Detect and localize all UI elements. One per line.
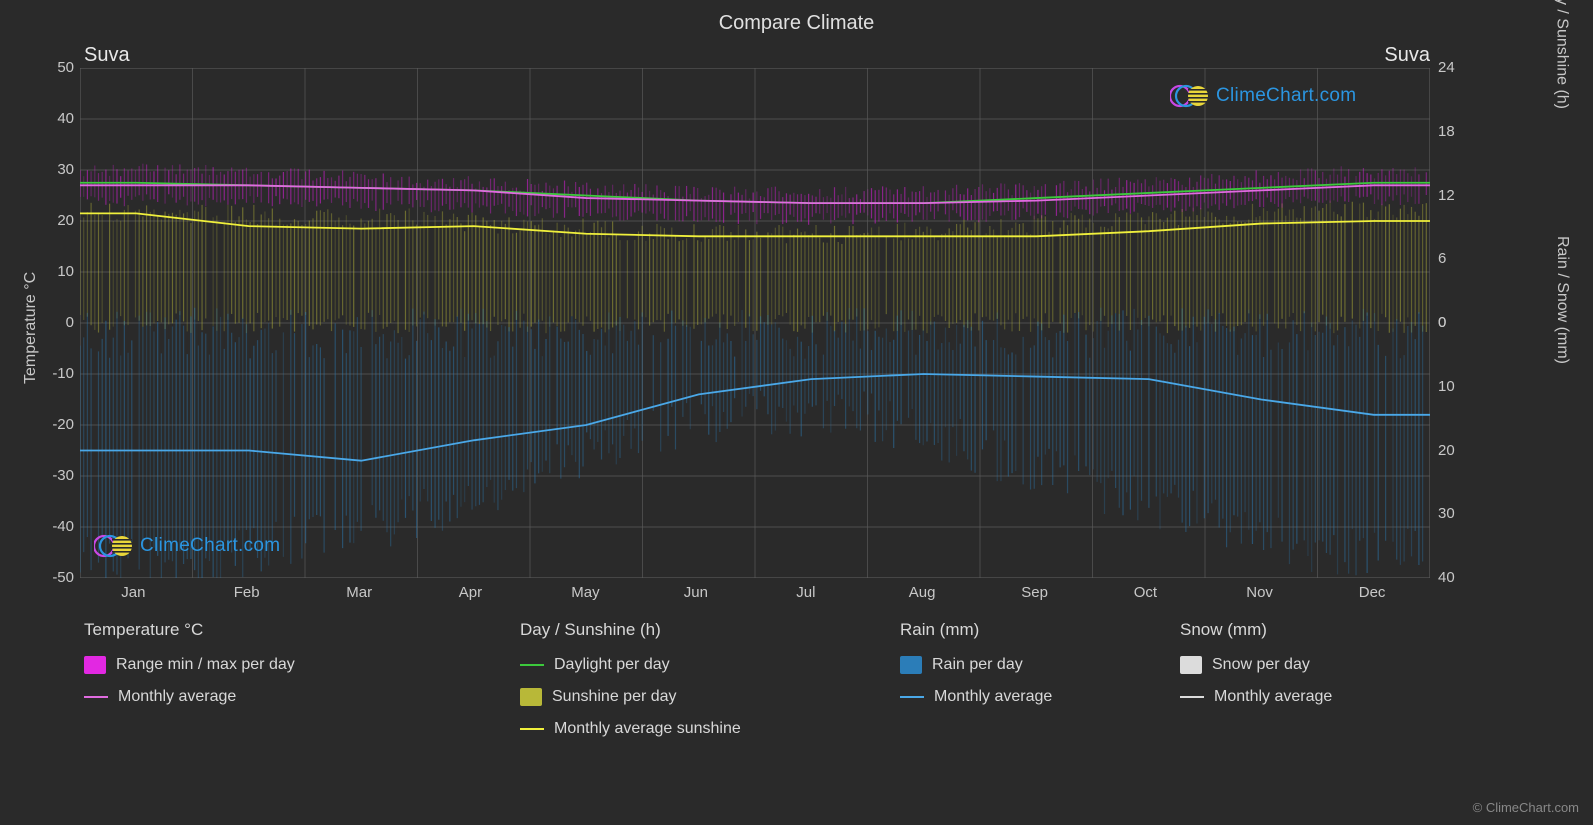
legend-item: Sunshine per day	[520, 688, 741, 706]
y-right-bottom-tick: 0	[1438, 314, 1446, 331]
x-month-tick: Jan	[121, 584, 145, 601]
legend-group: Temperature °C Range min / max per day Mon…	[84, 620, 295, 706]
watermark-bottom: ClimeChart.com	[94, 532, 280, 560]
watermark-text: ClimeChart.com	[1216, 85, 1356, 107]
y-right-top-tick: 12	[1438, 187, 1455, 204]
legend-title: Day / Sunshine (h)	[520, 620, 741, 640]
legend-item: Monthly average	[84, 688, 295, 706]
legend-title: Snow (mm)	[1180, 620, 1332, 640]
logo-icon	[94, 532, 134, 560]
legend-swatch	[84, 696, 108, 698]
legend-item: Monthly average	[1180, 688, 1332, 706]
y-left-tick: -40	[52, 518, 74, 535]
x-month-tick: Oct	[1134, 584, 1157, 601]
x-month-tick: Nov	[1246, 584, 1273, 601]
location-label-right: Suva	[1384, 44, 1430, 67]
plot-svg	[80, 68, 1430, 578]
legend-label: Snow per day	[1212, 656, 1310, 674]
legend-swatch	[900, 696, 924, 698]
x-month-tick: May	[571, 584, 599, 601]
y-left-tick: -20	[52, 416, 74, 433]
legend-swatch	[1180, 656, 1202, 674]
legend-label: Monthly average	[118, 688, 236, 706]
legend-label: Range min / max per day	[116, 656, 295, 674]
legend-item: Monthly average	[900, 688, 1052, 706]
chart-container: Compare Climate Suva Suva Temperature °C…	[0, 0, 1593, 825]
y-right-top-tick: 6	[1438, 250, 1446, 267]
legend-label: Monthly average	[1214, 688, 1332, 706]
plot-area	[80, 68, 1430, 578]
legend-item: Daylight per day	[520, 656, 741, 674]
y-left-tick: 40	[57, 110, 74, 127]
legend-swatch	[520, 688, 542, 706]
y-right-bottom-axis-label: Rain / Snow (mm)	[1553, 236, 1571, 364]
logo-icon	[1170, 82, 1210, 110]
legend-label: Rain per day	[932, 656, 1023, 674]
legend-label: Sunshine per day	[552, 688, 677, 706]
y-right-bottom-tick: 30	[1438, 505, 1455, 522]
y-right-top-tick: 24	[1438, 59, 1455, 76]
x-month-tick: Mar	[346, 584, 372, 601]
x-month-tick: Jun	[684, 584, 708, 601]
y-left-tick: -30	[52, 467, 74, 484]
x-month-tick: Jul	[796, 584, 815, 601]
y-left-tick: 0	[66, 314, 74, 331]
x-month-tick: Dec	[1359, 584, 1386, 601]
legend-title: Temperature °C	[84, 620, 295, 640]
legend-group: Rain (mm) Rain per day Monthly average	[900, 620, 1052, 706]
x-month-tick: Feb	[234, 584, 260, 601]
chart-title: Compare Climate	[0, 0, 1593, 35]
x-month-tick: Sep	[1021, 584, 1048, 601]
y-right-bottom-tick: 40	[1438, 569, 1455, 586]
legend-swatch	[520, 664, 544, 666]
y-left-tick: 30	[57, 161, 74, 178]
watermark-top: ClimeChart.com	[1170, 82, 1356, 110]
legend-label: Monthly average sunshine	[554, 720, 741, 738]
legend-label: Monthly average	[934, 688, 1052, 706]
y-left-tick: 10	[57, 263, 74, 280]
y-right-top-axis-label: Day / Sunshine (h)	[1553, 0, 1571, 109]
legend-swatch	[1180, 696, 1204, 698]
legend-swatch	[84, 656, 106, 674]
legend-label: Daylight per day	[554, 656, 670, 674]
y-left-tick: 50	[57, 59, 74, 76]
y-right-bottom-tick: 10	[1438, 378, 1455, 395]
watermark-text: ClimeChart.com	[140, 535, 280, 557]
legend-item: Monthly average sunshine	[520, 720, 741, 738]
y-left-tick: -10	[52, 365, 74, 382]
y-left-tick: 20	[57, 212, 74, 229]
legend-group: Day / Sunshine (h) Daylight per day Sunshi…	[520, 620, 741, 738]
copyright-text: © ClimeChart.com	[1473, 800, 1579, 815]
y-right-top-tick: 18	[1438, 123, 1455, 140]
legend-swatch	[900, 656, 922, 674]
y-left-axis-label: Temperature °C	[22, 272, 40, 384]
y-left-tick: -50	[52, 569, 74, 586]
legend-item: Rain per day	[900, 656, 1052, 674]
location-label-left: Suva	[84, 44, 130, 67]
legend-item: Range min / max per day	[84, 656, 295, 674]
legend-group: Snow (mm) Snow per day Monthly average	[1180, 620, 1332, 706]
x-month-tick: Aug	[909, 584, 936, 601]
legend-item: Snow per day	[1180, 656, 1332, 674]
x-month-tick: Apr	[459, 584, 482, 601]
legend-swatch	[520, 728, 544, 730]
legend-title: Rain (mm)	[900, 620, 1052, 640]
y-right-bottom-tick: 20	[1438, 442, 1455, 459]
